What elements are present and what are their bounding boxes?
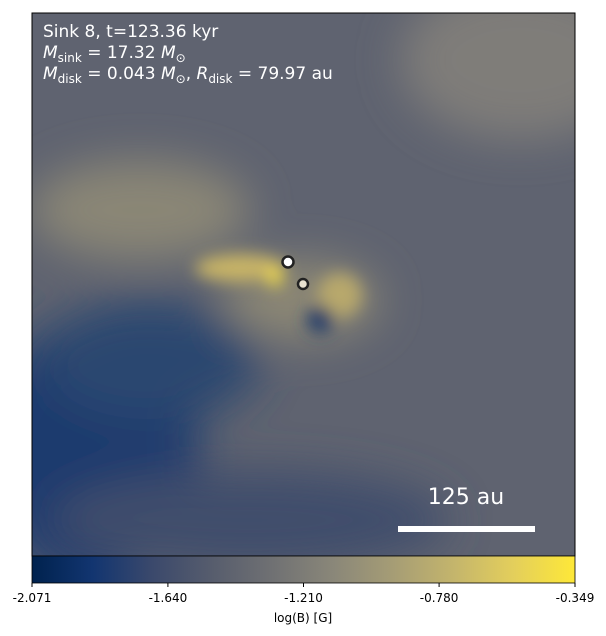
annotation-part: M bbox=[161, 64, 176, 84]
annotation-part: sink bbox=[58, 51, 82, 65]
annotation: Sink 8, t=123.36 kyr bbox=[43, 22, 218, 42]
scale-bar bbox=[398, 526, 535, 532]
annotation: Msink = 17.32 M⊙ bbox=[43, 43, 186, 65]
colorbar-tick-label: -1.640 bbox=[149, 591, 188, 605]
annotation-part: ⊙ bbox=[176, 51, 186, 65]
annotation-part: M bbox=[161, 43, 176, 63]
annotation-part: = 79.97 au bbox=[232, 64, 332, 84]
colorbar-label: log(B) [G] bbox=[274, 611, 332, 625]
annotation-part: = 0.043 bbox=[82, 64, 161, 84]
annotation-part: M bbox=[43, 43, 58, 63]
annotation-part: ⊙ bbox=[176, 72, 186, 86]
annotation-part: Sink 8, t=123.36 kyr bbox=[43, 22, 218, 42]
colorbar-tick-label: -0.780 bbox=[420, 591, 459, 605]
colorbar bbox=[31, 555, 576, 584]
annotation-part: M bbox=[43, 64, 58, 84]
colorbar-tick-label: -1.210 bbox=[284, 591, 323, 605]
annotation-part: = 17.32 bbox=[82, 43, 161, 63]
sink-particle bbox=[296, 277, 310, 291]
annotation-part: , bbox=[186, 64, 197, 84]
annotation: Mdisk = 0.043 M⊙, Rdisk = 79.97 au bbox=[43, 64, 333, 86]
map: 125 au bbox=[32, 13, 575, 556]
annotation-part: disk bbox=[58, 72, 82, 86]
annotation-part: disk bbox=[208, 72, 232, 86]
annotation-part: R bbox=[197, 64, 209, 84]
scale-bar-label: 125 au bbox=[428, 485, 504, 510]
sink-particle bbox=[281, 255, 295, 269]
colorbar-tick-label: -2.071 bbox=[13, 591, 52, 605]
colorbar-tick-label: -0.349 bbox=[556, 591, 595, 605]
